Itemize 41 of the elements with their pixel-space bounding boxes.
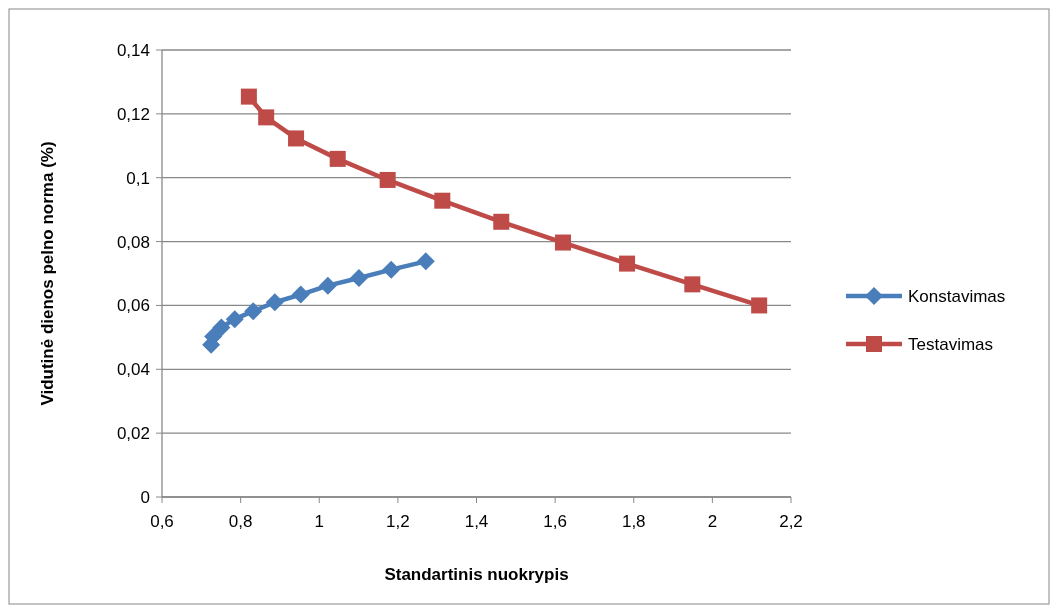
point (288, 130, 305, 147)
y-tick-label: 0 (140, 487, 150, 507)
y-axis-title: Vidutinė dienos pelno norma (%) (38, 141, 57, 406)
point (265, 293, 284, 312)
y-tick-label: 0,02 (116, 424, 150, 444)
x-axis-title: Standartinis nuokrypis (384, 565, 569, 584)
x-tick-label: 2,2 (779, 512, 803, 531)
point (349, 268, 368, 287)
point (240, 88, 257, 105)
x-tick-label: 1,6 (543, 512, 567, 531)
legend-label: Konstavimas (908, 286, 1006, 306)
y-tick-label: 0,1 (126, 168, 150, 188)
y-tick-label: 0,14 (116, 40, 150, 60)
x-tick-label: 2 (707, 512, 718, 531)
point (493, 213, 510, 230)
x-tick-label: 1,4 (464, 512, 489, 531)
x-tick-label: 1,8 (621, 512, 646, 531)
point (751, 297, 768, 314)
point (212, 318, 231, 337)
x-tick-label: 1,2 (386, 512, 410, 531)
point (684, 276, 701, 293)
point (225, 310, 244, 329)
y-tick-label: 0,08 (116, 232, 150, 252)
point (291, 285, 310, 304)
point (258, 109, 275, 126)
x-tick-label: 0,6 (150, 512, 174, 531)
x-tick-label: 1 (314, 512, 324, 531)
y-tick-label: 0,12 (116, 104, 150, 124)
y-tick-label: 0,04 (116, 360, 150, 380)
legend-label: Testavimas (908, 334, 994, 354)
x-tick-label: 0,8 (228, 512, 253, 531)
y-tick-label: 0,06 (116, 296, 150, 316)
point (619, 255, 636, 272)
point (554, 234, 571, 251)
point (382, 260, 401, 279)
point (318, 276, 337, 295)
point (329, 150, 346, 167)
point (434, 192, 451, 209)
point (379, 171, 396, 188)
point (244, 302, 263, 321)
point (416, 252, 435, 271)
